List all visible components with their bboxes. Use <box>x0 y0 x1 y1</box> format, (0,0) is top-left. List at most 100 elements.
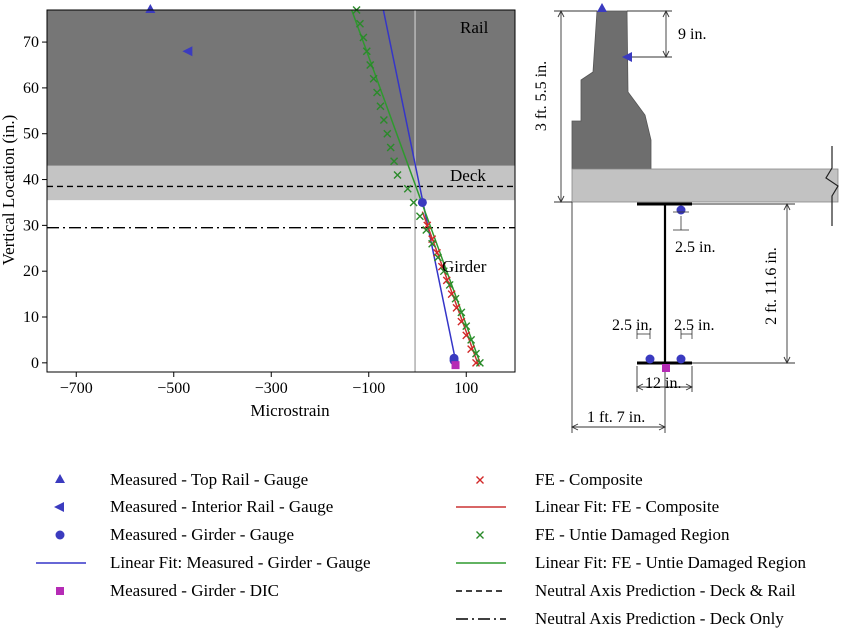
fe-untie-point <box>369 74 378 83</box>
legend-item: FE - Untie Damaged Region <box>476 525 730 544</box>
fe-untie-point <box>355 19 364 28</box>
plot-area: 0 10 20 30 40 50 60 70 −700 −500 −300 −100 100 Rail… <box>0 4 516 420</box>
deck-slab <box>571 168 839 203</box>
y-axis-label: Vertical Location (in.) <box>0 115 18 266</box>
legend-item: FE - Composite <box>476 470 643 489</box>
legend-label: Measured - Girder - DIC <box>110 581 279 600</box>
fe-untie-point <box>403 184 412 193</box>
legend-label: FE - Composite <box>535 470 643 489</box>
legend-label: Linear Fit: Measured - Girder - Gauge <box>110 553 371 572</box>
dim-edge-distance <box>570 202 667 433</box>
fe-untie-point <box>457 308 466 317</box>
deck-region-label: Deck <box>450 166 486 185</box>
section-flange-gauge-right-marker <box>676 354 686 364</box>
legend-label: Measured - Interior Rail - Gauge <box>110 497 333 516</box>
y-tick-label: 40 <box>23 172 39 189</box>
cross-section-diagram: 9 in. 3 ft. 5.5 in. 2.5 in. 2 ft. 11.6 i… <box>533 3 839 433</box>
y-tick-label: 50 <box>23 126 39 143</box>
legend-label: Measured - Top Rail - Gauge <box>110 470 308 489</box>
legend-label: Linear Fit: FE - Composite <box>535 497 719 516</box>
x-tick-label: −500 <box>157 380 190 397</box>
fe-untie-point <box>422 225 431 234</box>
legend-item: Measured - Interior Rail - Gauge <box>54 497 333 516</box>
fe-composite-point <box>442 276 451 285</box>
y-tick-label: 0 <box>31 355 39 372</box>
dim-rail-gauge-offset-label: 9 in. <box>678 26 706 43</box>
section-top-rail-gauge-marker <box>597 3 607 12</box>
y-axis-ticks: 0 10 20 30 40 50 60 70 <box>23 34 47 372</box>
legend: Measured - Top Rail - Gauge Measured - In… <box>36 470 806 628</box>
x-tick-label: −300 <box>255 380 288 397</box>
legend-label: Linear Fit: FE - Untie Damaged Region <box>535 553 806 572</box>
rail-region-band <box>47 10 515 166</box>
plot-frame <box>46 9 516 373</box>
dim-flange-gauge-offsets <box>636 329 693 339</box>
x-tick-label: −100 <box>352 380 385 397</box>
deck-region-band <box>47 165 515 201</box>
rail-region-label: Rail <box>460 18 489 37</box>
fe-untie-point <box>359 33 368 42</box>
section-flange-gauge-left-marker <box>645 354 655 364</box>
dim-barrier-height <box>554 9 597 204</box>
section-dic-marker <box>662 364 670 372</box>
fe-untie-point <box>376 102 385 111</box>
fe-untie-point <box>409 198 418 207</box>
dim-flange-width-label: 12 in. <box>645 375 681 392</box>
dim-web-gauge-offset <box>673 211 689 231</box>
fit-measured-line <box>382 9 458 366</box>
girder-region-label: Girder <box>442 257 487 276</box>
fe-untie-point <box>467 335 476 344</box>
fe-untie-point <box>390 157 399 166</box>
legend-swatch-marker <box>55 530 65 540</box>
legend-swatch-marker <box>56 587 64 595</box>
legend-item: Neutral Axis Prediction - Deck & Rail <box>456 581 796 600</box>
fe-untie-point <box>428 239 437 248</box>
legend-item: Linear Fit: FE - Composite <box>456 497 719 516</box>
legend-item: Linear Fit: Measured - Girder - Gauge <box>36 553 371 572</box>
fe-untie-point <box>433 253 442 262</box>
fe-untie-point <box>462 322 471 331</box>
fe-untie-point <box>383 129 392 138</box>
fe-composite-point <box>437 262 446 271</box>
section-interior-rail-gauge-marker <box>622 52 632 62</box>
legend-swatch-marker <box>54 502 64 512</box>
x-axis-label: Microstrain <box>250 401 330 420</box>
dim-flange-offset-left-label: 2.5 in. <box>612 317 652 334</box>
legend-item: Neutral Axis Prediction - Deck Only <box>456 609 784 628</box>
legend-swatch-marker <box>476 531 484 539</box>
dim-edge-distance-label: 1 ft. 7 in. <box>587 409 645 426</box>
section-girder-web-gauge-marker <box>676 205 686 215</box>
fe-untie-point <box>386 143 395 152</box>
interior-rail-point <box>182 46 193 57</box>
legend-label: Neutral Axis Prediction - Deck Only <box>535 609 784 628</box>
barrier-shape <box>571 10 652 170</box>
legend-item: Linear Fit: FE - Untie Damaged Region <box>456 553 806 572</box>
dim-barrier-height-label: 3 ft. 5.5 in. <box>533 61 550 131</box>
girder-gauge-point <box>417 197 427 207</box>
dim-rail-gauge-offset <box>627 9 672 59</box>
legend-item: Measured - Girder - Gauge <box>55 525 294 544</box>
fe-untie-point <box>379 115 388 124</box>
x-tick-label: 100 <box>454 380 478 397</box>
fe-untie-point <box>373 88 382 97</box>
y-tick-label: 20 <box>23 263 39 280</box>
y-tick-label: 70 <box>23 34 39 51</box>
fe-untie-point <box>475 358 484 367</box>
plot-content <box>47 4 515 372</box>
fe-untie-point <box>366 60 375 69</box>
y-tick-label: 60 <box>23 80 39 97</box>
legend-swatch-marker <box>476 476 484 484</box>
dim-girder-depth-label: 2 ft. 11.6 in. <box>763 247 780 325</box>
fe-untie-point <box>362 47 371 56</box>
fe-untie-point <box>445 280 454 289</box>
dic-point <box>451 361 460 370</box>
legend-item: Measured - Top Rail - Gauge <box>55 470 308 489</box>
legend-label: FE - Untie Damaged Region <box>535 525 730 544</box>
break-line <box>825 146 839 226</box>
dim-web-gauge-offset-label: 2.5 in. <box>675 239 715 256</box>
dim-flange-offset-right-label: 2.5 in. <box>674 317 714 334</box>
y-tick-label: 10 <box>23 309 39 326</box>
fe-untie-point <box>439 267 448 276</box>
dim-girder-depth <box>692 202 795 365</box>
